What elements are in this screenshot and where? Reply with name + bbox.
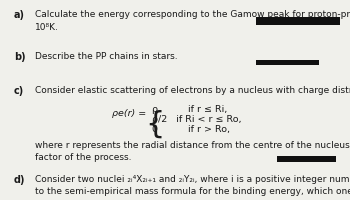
Text: {: {	[145, 109, 164, 138]
Text: Calculate the energy corresponding to the Gamow peak for proton-proton fusion at: Calculate the energy corresponding to th…	[35, 10, 350, 31]
Bar	[256, 18, 340, 26]
Text: ρe(r) =: ρe(r) =	[112, 109, 146, 117]
Bar	[276, 156, 336, 162]
Text: b): b)	[14, 52, 26, 62]
Text: a): a)	[14, 10, 25, 20]
Text: c): c)	[14, 86, 24, 96]
Text: Consider two nuclei ₂ᵢ⁴X₂ᵢ₊₁ and ₂ᵢY₂ᵢ, where i is a positive integer number.  A: Consider two nuclei ₂ᵢ⁴X₂ᵢ₊₁ and ₂ᵢY₂ᵢ, …	[35, 174, 350, 200]
Text: where r represents the radial distance from the centre of the nucleus.  Calculat: where r represents the radial distance f…	[35, 140, 350, 161]
Text: Describe the PP chains in stars.: Describe the PP chains in stars.	[35, 52, 177, 61]
Text: ρ/2   if Ri < r ≤ Ro,: ρ/2 if Ri < r ≤ Ro,	[152, 115, 242, 123]
Text: Consider elastic scattering of electrons by a nucleus with charge distribution g: Consider elastic scattering of electrons…	[35, 86, 350, 95]
Text: ρ          if r ≤ Ri,: ρ if r ≤ Ri,	[152, 105, 228, 113]
Text: d): d)	[14, 174, 26, 184]
Bar	[256, 60, 318, 66]
Text: 0          if r > Ro,: 0 if r > Ro,	[152, 125, 230, 133]
